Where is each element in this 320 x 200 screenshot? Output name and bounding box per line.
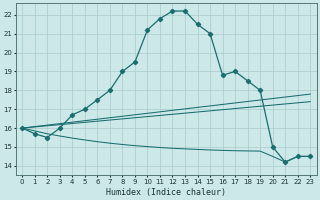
X-axis label: Humidex (Indice chaleur): Humidex (Indice chaleur) xyxy=(106,188,226,197)
